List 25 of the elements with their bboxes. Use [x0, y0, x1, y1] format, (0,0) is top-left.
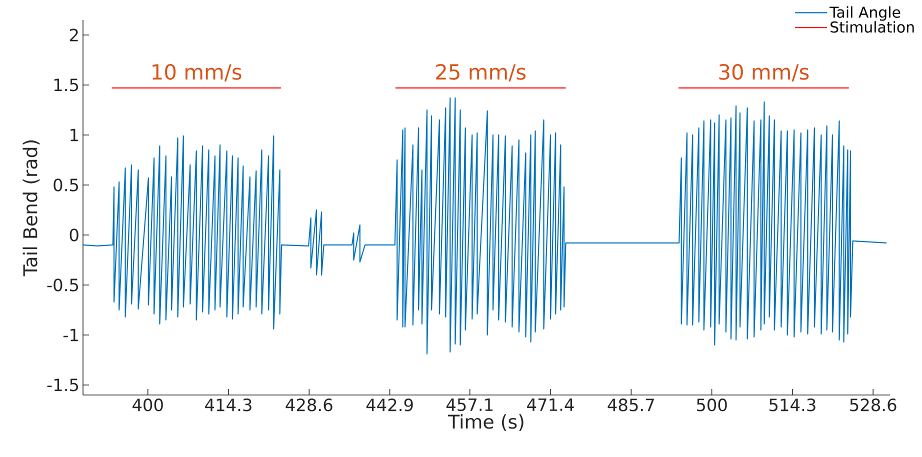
legend-label: Tail Angle [830, 6, 900, 21]
x-axis-title: Time (s) [448, 414, 524, 432]
x-tick-label: 428.6 [286, 398, 332, 412]
y-tick-label: 2 [70, 28, 78, 42]
y-tick-label: -1 [63, 328, 78, 342]
y-tick-label: 0 [70, 228, 78, 242]
legend-label: Stimulation [830, 21, 914, 33]
annotation: 30 mm/s [719, 64, 809, 82]
x-tick-label: 500 [696, 398, 727, 412]
x-tick-label: 485.7 [608, 398, 654, 412]
x-tick-label: 457.1 [446, 398, 493, 412]
x-tick-label: 442.9 [366, 398, 413, 412]
x-tick-label: 400 [132, 398, 163, 412]
x-tick-label: 514.3 [770, 398, 816, 412]
y-tick-label: 1.5 [54, 78, 78, 92]
annotation: 25 mm/s [436, 64, 526, 82]
y-tick-label: -1.5 [47, 378, 78, 392]
x-tick-label: 471.4 [527, 398, 574, 411]
y-axis-title: Tail Bend (rad) [22, 140, 40, 276]
x-tick-label: 528.6 [850, 398, 896, 412]
y-tick-label: 0.5 [54, 178, 78, 192]
annotation: 10 mm/s [152, 64, 242, 82]
y-tick-label: 1 [70, 128, 78, 142]
y-tick-label: -0.5 [47, 278, 78, 292]
x-tick-label: 414.3 [205, 398, 252, 412]
